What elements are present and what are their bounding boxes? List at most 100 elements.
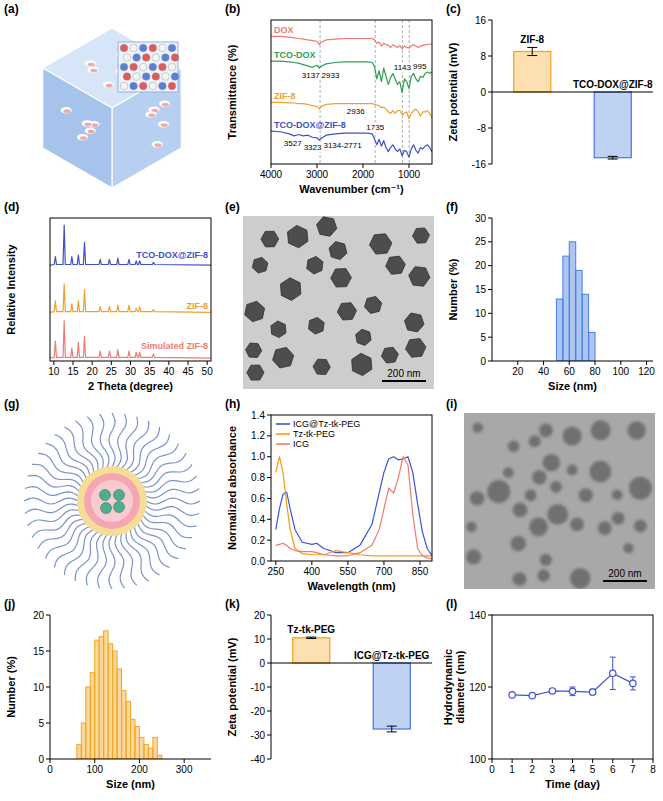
- x-tick-label: 300: [176, 764, 193, 775]
- histogram-bar: [90, 673, 94, 759]
- y-tick-label: 10: [33, 682, 45, 693]
- y-tick-label: 25: [475, 236, 487, 247]
- particle: [245, 301, 265, 321]
- pore: [85, 60, 96, 66]
- histogram-bar: [556, 299, 562, 361]
- peg-chain: [146, 506, 199, 516]
- y-axis-title: Zeta potential (mV): [226, 637, 238, 736]
- particle: [365, 297, 382, 314]
- bar: [514, 52, 551, 93]
- x-tick-label: 6: [610, 764, 616, 775]
- y-tick-label: 5: [38, 718, 44, 729]
- particle: [563, 426, 582, 445]
- y-tick: [267, 687, 271, 688]
- particle: [570, 518, 584, 532]
- error-bar: [630, 677, 636, 690]
- y-tick-label: 0.6: [251, 493, 265, 504]
- lattice-atom: [120, 82, 128, 90]
- x-tick-label: 45: [182, 366, 194, 377]
- x-tick: [363, 164, 364, 168]
- drug-particle: [114, 490, 125, 501]
- y-axis-title: Hydrodynamicdiameter (nm): [442, 649, 466, 725]
- lattice-atom: [152, 54, 160, 62]
- frame: [271, 415, 432, 561]
- y-tick: [267, 477, 271, 478]
- particle: [386, 256, 406, 274]
- x-tick: [517, 361, 518, 365]
- x-tick-label: 5: [590, 764, 596, 775]
- pore-shade: [106, 84, 113, 88]
- particle: [547, 504, 568, 525]
- histogram-bar: [576, 270, 582, 361]
- x-tick-label: 850: [412, 566, 429, 577]
- y-tick-label: 10: [254, 634, 266, 645]
- particle: [356, 329, 371, 345]
- plot-area: [276, 457, 432, 559]
- peg-chain: [54, 435, 89, 476]
- y-axis-title-line: diameter (nm): [454, 650, 466, 723]
- histogram-bar: [126, 701, 130, 759]
- x-tick: [188, 361, 189, 365]
- particle: [281, 278, 301, 301]
- particle: [406, 339, 426, 358]
- legend-swatch: [276, 433, 290, 435]
- particle: [529, 517, 548, 536]
- annotation: 1735: [366, 123, 384, 132]
- particle: [261, 231, 279, 247]
- histogram-bar: [122, 691, 126, 759]
- category-label: TCO-DOX@ZIF-8: [573, 79, 653, 90]
- y-tick-label: 20: [475, 260, 487, 271]
- annotation: 3134-2771: [323, 141, 362, 150]
- particle: [598, 521, 612, 535]
- particle: [590, 461, 612, 483]
- particle: [532, 470, 546, 484]
- lattice-atom: [142, 54, 150, 62]
- y-tick: [488, 615, 492, 616]
- lattice-atom: [133, 54, 141, 62]
- bar: [373, 663, 410, 729]
- scale-bar: [603, 580, 647, 582]
- y-tick: [488, 313, 492, 314]
- particle: [329, 242, 347, 260]
- x-tick: [492, 759, 493, 763]
- particle: [307, 257, 323, 275]
- histogram-bar: [148, 748, 152, 759]
- pore-shade: [148, 114, 155, 118]
- pore-shade: [154, 143, 161, 147]
- legend-swatch: [276, 423, 290, 425]
- lattice-atom: [162, 54, 170, 62]
- panel: 1015202530354045502 Theta (degree)Relati…: [4, 200, 213, 392]
- particle: [511, 536, 526, 551]
- x-axis-title: Size (nm): [548, 380, 597, 392]
- y-tick-label: 1.2: [251, 430, 265, 441]
- error-bar: [610, 657, 616, 689]
- y-tick: [267, 519, 271, 520]
- y-axis-title: Transmittance (%): [226, 44, 238, 139]
- y-tick: [488, 265, 492, 266]
- x-tick-label: 2000: [352, 169, 375, 180]
- x-tick-label: 10: [48, 366, 60, 377]
- histogram-bar: [113, 651, 117, 759]
- x-tick: [612, 759, 613, 763]
- x-tick-label: 120: [638, 366, 655, 377]
- y-tick-label: 8: [480, 51, 486, 62]
- series-label: ZIF-8: [274, 91, 296, 101]
- x-tick: [275, 561, 276, 565]
- category-label: Tz-tk-PEG: [287, 624, 335, 635]
- x-tick-label: 0: [47, 764, 53, 775]
- x-tick-label: 80: [589, 366, 601, 377]
- x-tick: [73, 361, 74, 365]
- figure: (a)4000300020001000Wavenumber (cm⁻¹)Tran…: [0, 0, 663, 801]
- peg-chain: [98, 535, 108, 588]
- lattice-atom: [133, 73, 141, 81]
- pore-shade: [88, 63, 95, 67]
- drug-particle: [114, 502, 125, 513]
- annotation: 2936: [347, 107, 365, 116]
- y-axis-title: Zeta potential (mV): [447, 42, 459, 141]
- x-tick: [595, 361, 596, 365]
- particle: [525, 490, 537, 502]
- panel-letter: (g): [4, 397, 19, 411]
- y-tick: [267, 735, 271, 736]
- histogram-bar: [582, 294, 588, 361]
- marker: [529, 692, 535, 698]
